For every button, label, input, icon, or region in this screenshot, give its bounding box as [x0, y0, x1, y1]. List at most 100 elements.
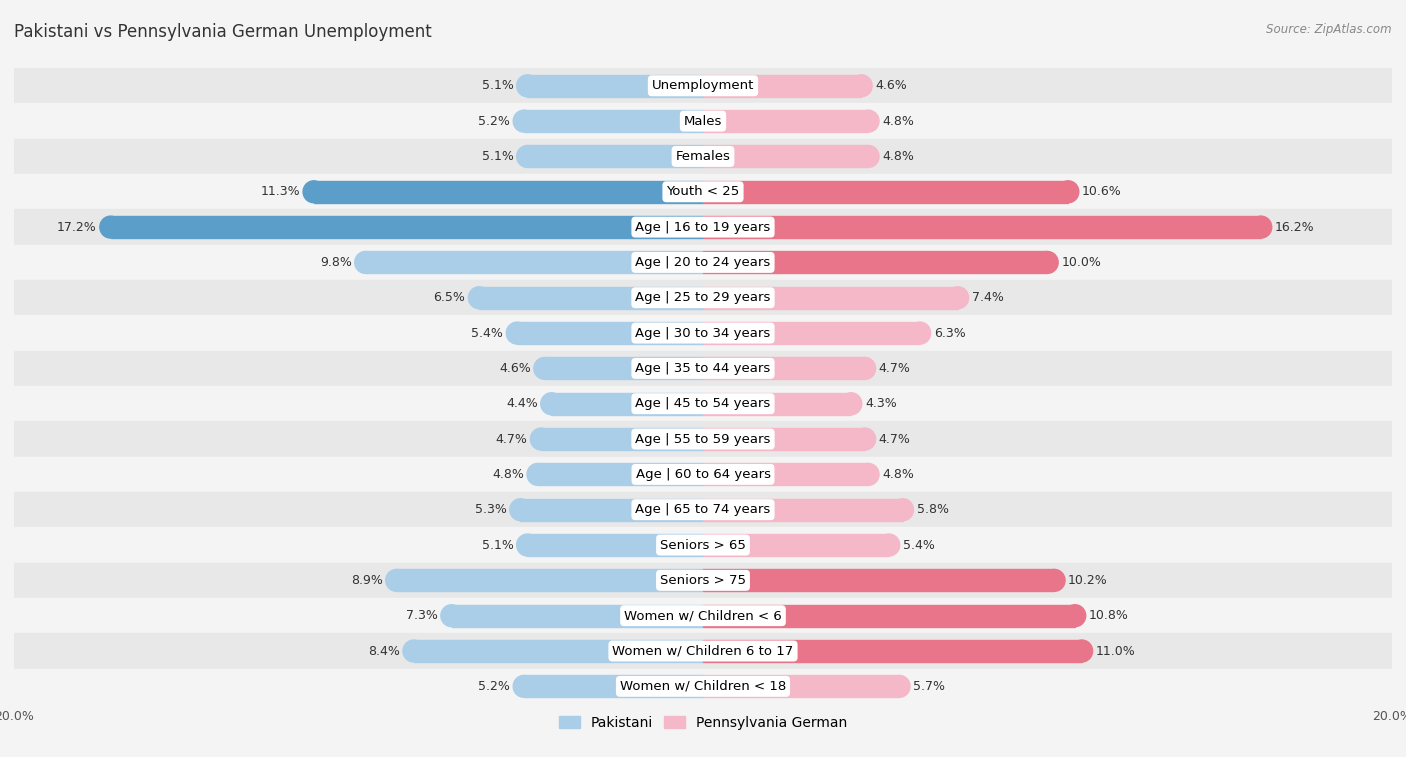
- Bar: [537, 463, 703, 485]
- Bar: [703, 75, 862, 97]
- Bar: [14, 456, 1392, 492]
- Circle shape: [100, 217, 121, 238]
- Bar: [14, 668, 1392, 704]
- Text: 5.3%: 5.3%: [475, 503, 506, 516]
- Circle shape: [516, 75, 538, 97]
- Circle shape: [527, 463, 548, 485]
- Text: Age | 45 to 54 years: Age | 45 to 54 years: [636, 397, 770, 410]
- Text: 4.7%: 4.7%: [879, 432, 911, 446]
- Bar: [14, 174, 1392, 210]
- Bar: [703, 145, 869, 167]
- Circle shape: [1250, 217, 1271, 238]
- Circle shape: [851, 75, 872, 97]
- Circle shape: [441, 605, 463, 627]
- Text: 4.3%: 4.3%: [865, 397, 897, 410]
- Bar: [14, 598, 1392, 634]
- Bar: [703, 534, 889, 556]
- Circle shape: [513, 111, 534, 132]
- Bar: [14, 210, 1392, 245]
- Circle shape: [506, 322, 527, 344]
- Circle shape: [893, 499, 914, 521]
- Circle shape: [516, 145, 538, 167]
- Text: 11.3%: 11.3%: [260, 185, 299, 198]
- Text: 5.1%: 5.1%: [482, 79, 513, 92]
- Text: 4.8%: 4.8%: [882, 468, 914, 481]
- Bar: [527, 534, 703, 556]
- Text: 4.8%: 4.8%: [882, 150, 914, 163]
- Bar: [451, 605, 703, 627]
- Circle shape: [354, 251, 375, 273]
- Bar: [14, 139, 1392, 174]
- Circle shape: [304, 181, 325, 203]
- Text: 5.7%: 5.7%: [912, 680, 945, 693]
- Text: 4.7%: 4.7%: [495, 432, 527, 446]
- Text: 9.8%: 9.8%: [319, 256, 352, 269]
- Text: 5.1%: 5.1%: [482, 150, 513, 163]
- Circle shape: [910, 322, 931, 344]
- Circle shape: [1071, 640, 1092, 662]
- Text: 5.1%: 5.1%: [482, 538, 513, 552]
- Circle shape: [855, 357, 876, 379]
- Text: Age | 25 to 29 years: Age | 25 to 29 years: [636, 291, 770, 304]
- Text: 5.4%: 5.4%: [471, 326, 503, 340]
- Text: 5.2%: 5.2%: [478, 114, 510, 128]
- Text: 5.4%: 5.4%: [903, 538, 935, 552]
- Text: 4.6%: 4.6%: [875, 79, 907, 92]
- Bar: [111, 217, 703, 238]
- Text: Women w/ Children < 18: Women w/ Children < 18: [620, 680, 786, 693]
- Circle shape: [855, 428, 876, 450]
- Circle shape: [858, 463, 879, 485]
- Text: 5.8%: 5.8%: [917, 503, 949, 516]
- Text: Age | 60 to 64 years: Age | 60 to 64 years: [636, 468, 770, 481]
- Bar: [479, 287, 703, 309]
- Text: 10.8%: 10.8%: [1088, 609, 1129, 622]
- Text: Unemployment: Unemployment: [652, 79, 754, 92]
- Text: 8.9%: 8.9%: [350, 574, 382, 587]
- Circle shape: [468, 287, 489, 309]
- Bar: [703, 675, 900, 697]
- Text: 10.2%: 10.2%: [1069, 574, 1108, 587]
- Circle shape: [534, 357, 555, 379]
- Circle shape: [510, 499, 531, 521]
- Bar: [14, 562, 1392, 598]
- Bar: [14, 528, 1392, 562]
- Bar: [524, 111, 703, 132]
- Bar: [703, 287, 957, 309]
- Text: Youth < 25: Youth < 25: [666, 185, 740, 198]
- Circle shape: [516, 534, 538, 556]
- Text: 8.4%: 8.4%: [368, 644, 399, 658]
- Bar: [14, 245, 1392, 280]
- Text: Seniors > 75: Seniors > 75: [659, 574, 747, 587]
- Bar: [544, 357, 703, 379]
- Bar: [524, 675, 703, 697]
- Text: Women w/ Children < 6: Women w/ Children < 6: [624, 609, 782, 622]
- Circle shape: [1057, 181, 1078, 203]
- Bar: [703, 393, 851, 415]
- Text: Age | 30 to 34 years: Age | 30 to 34 years: [636, 326, 770, 340]
- Circle shape: [948, 287, 969, 309]
- Text: Pakistani vs Pennsylvania German Unemployment: Pakistani vs Pennsylvania German Unemplo…: [14, 23, 432, 41]
- Text: Age | 65 to 74 years: Age | 65 to 74 years: [636, 503, 770, 516]
- Text: 17.2%: 17.2%: [58, 220, 97, 234]
- Bar: [14, 280, 1392, 316]
- Text: 11.0%: 11.0%: [1095, 644, 1136, 658]
- Bar: [314, 181, 703, 203]
- Circle shape: [513, 675, 534, 697]
- Bar: [527, 145, 703, 167]
- Bar: [366, 251, 703, 273]
- Circle shape: [1064, 605, 1085, 627]
- Circle shape: [841, 393, 862, 415]
- Circle shape: [1043, 569, 1064, 591]
- Text: 4.8%: 4.8%: [882, 114, 914, 128]
- Text: 10.0%: 10.0%: [1062, 256, 1101, 269]
- Bar: [551, 393, 703, 415]
- Circle shape: [879, 534, 900, 556]
- Text: 4.4%: 4.4%: [506, 397, 537, 410]
- Bar: [703, 357, 865, 379]
- Text: 7.4%: 7.4%: [972, 291, 1004, 304]
- Bar: [703, 322, 920, 344]
- Circle shape: [404, 640, 425, 662]
- Text: Age | 16 to 19 years: Age | 16 to 19 years: [636, 220, 770, 234]
- Circle shape: [858, 145, 879, 167]
- Circle shape: [530, 428, 551, 450]
